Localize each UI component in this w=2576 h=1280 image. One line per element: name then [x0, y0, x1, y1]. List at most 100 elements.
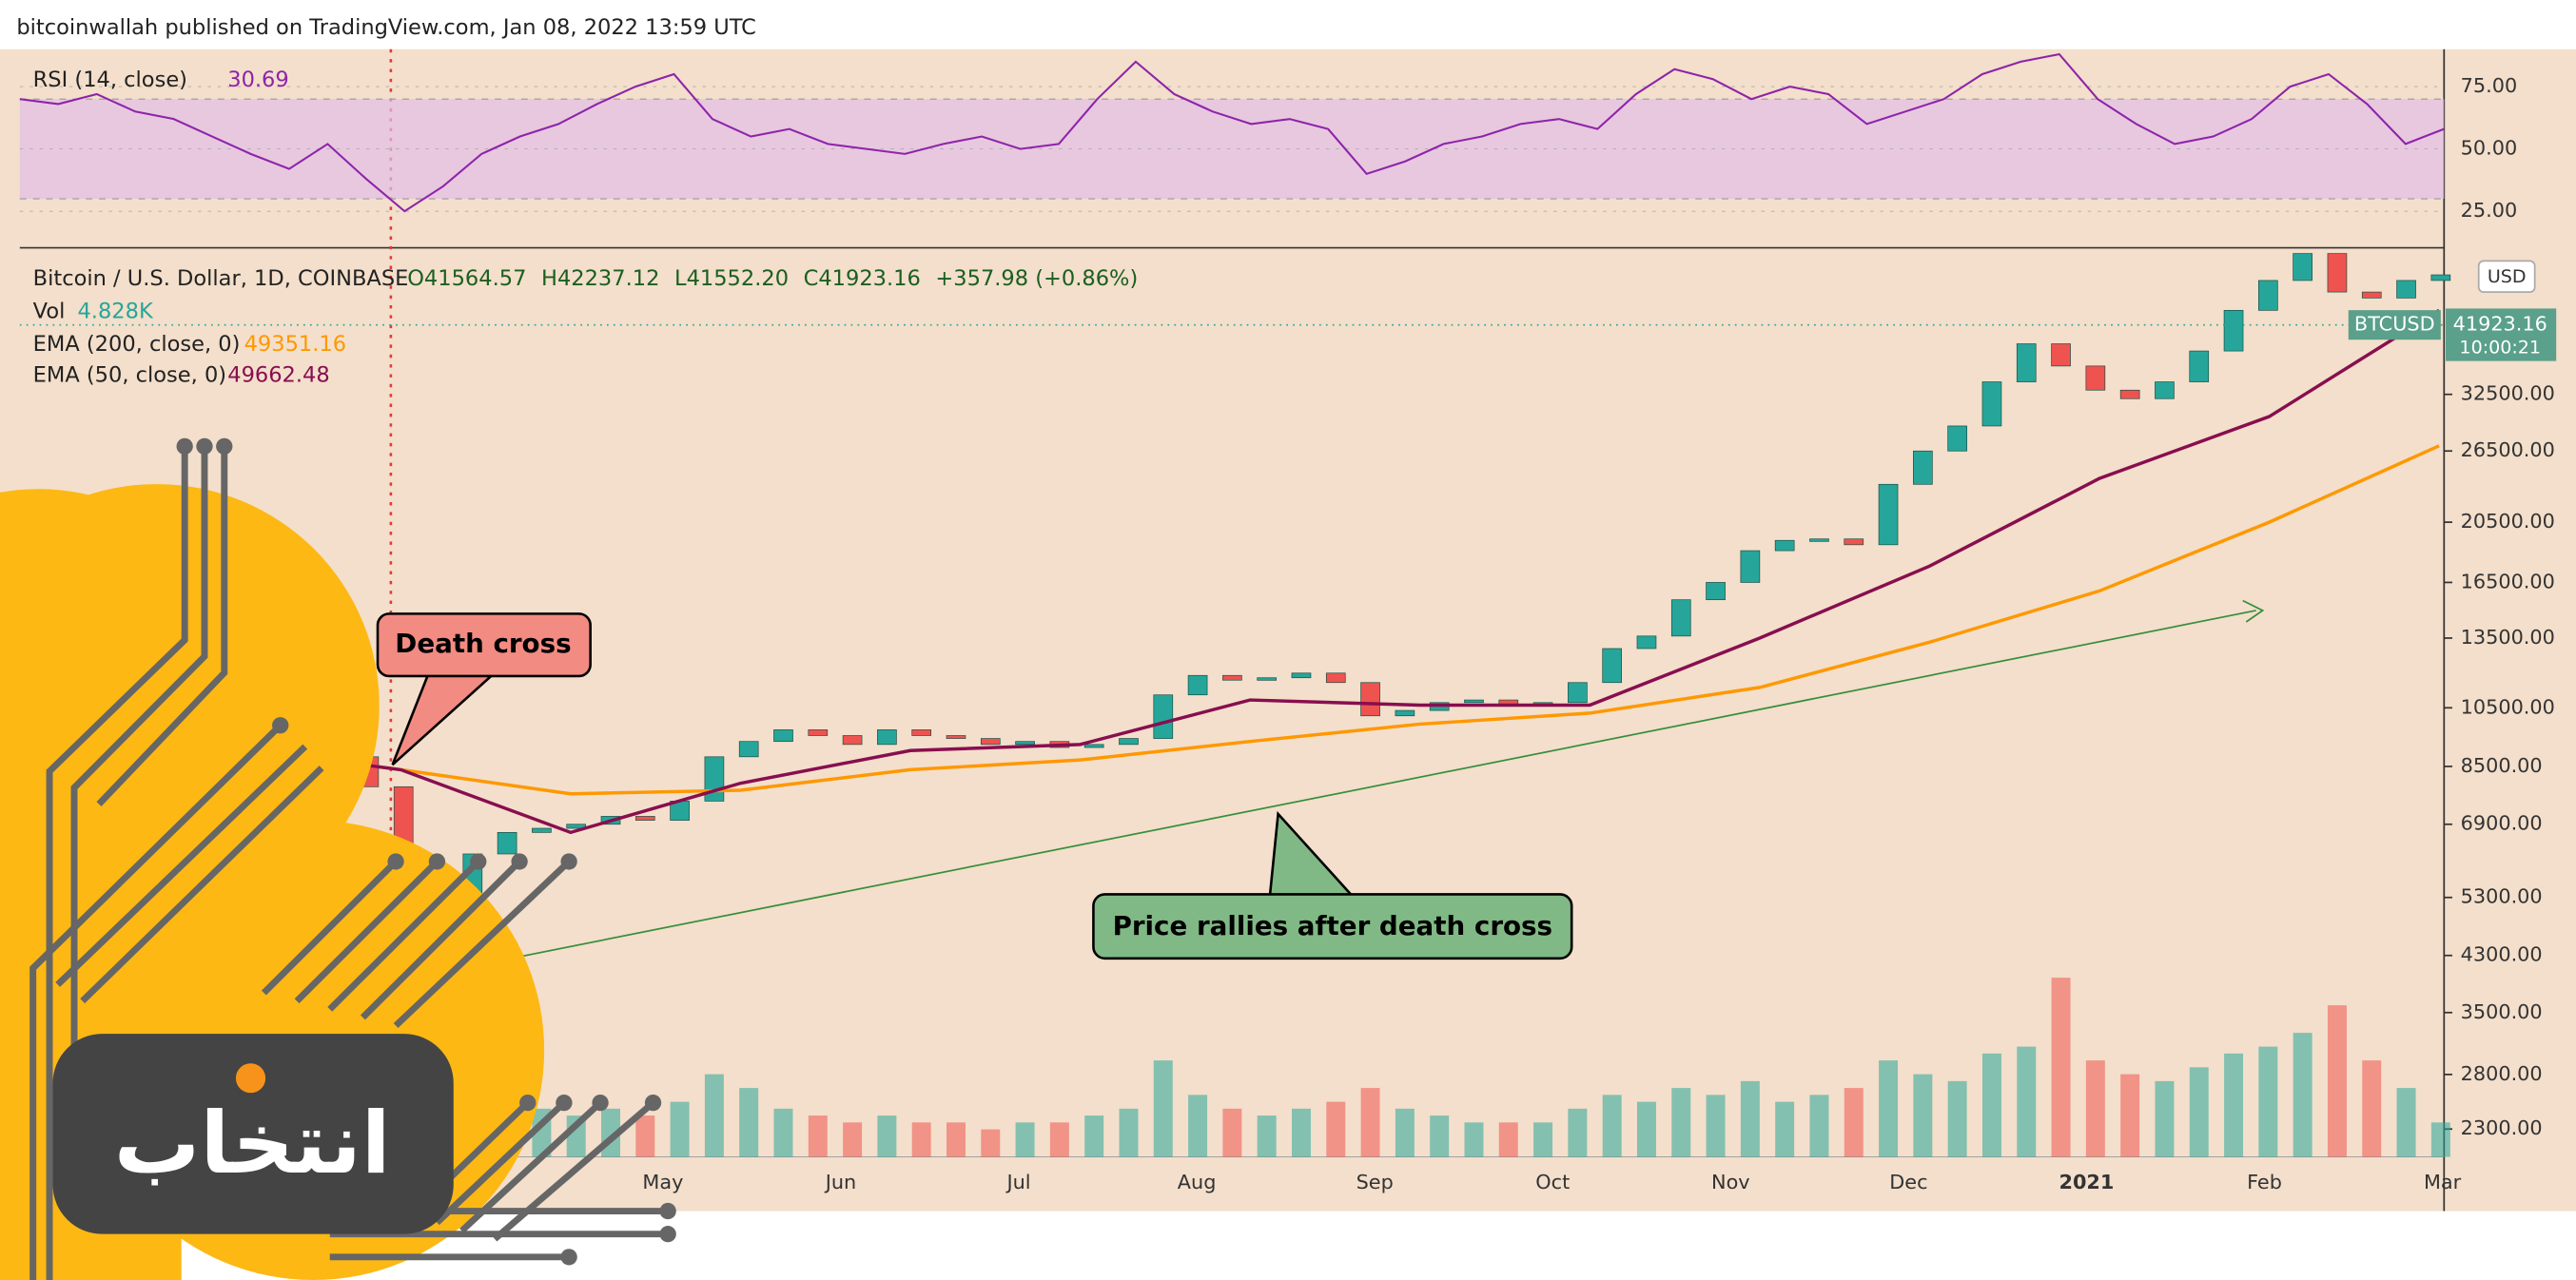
x-tick-label: Mar: [2424, 1171, 2462, 1193]
price-body: [2361, 291, 2382, 299]
volume-bar: [1498, 1122, 1518, 1157]
price-body: [1913, 450, 1933, 485]
y-tick-label: 8500.00: [2461, 754, 2543, 777]
volume-bar: [1533, 1122, 1553, 1157]
x-tick-label: Aug: [1178, 1171, 1217, 1193]
volume-bar: [1084, 1115, 1104, 1157]
last-price: 41923.16: [2453, 313, 2547, 336]
volume-bar: [1775, 1101, 1795, 1157]
volume-bar: [1706, 1095, 1726, 1157]
x-tick-label: May: [642, 1171, 683, 1193]
price-body: [1636, 635, 1657, 650]
price-body: [1360, 682, 1380, 717]
volume-bar: [2224, 1053, 2244, 1157]
volume-bar: [843, 1122, 863, 1157]
volume-bar: [1395, 1108, 1415, 1157]
price-body: [1670, 599, 1691, 637]
volume-bar: [981, 1129, 1001, 1157]
price-body: [1187, 674, 1208, 696]
price-body: [2189, 350, 2210, 382]
symbol-title: Bitcoin / U.S. Dollar, 1D, COINBASE: [33, 266, 409, 291]
ohlc-value: +357.98 (+0.86%): [935, 266, 1138, 291]
price-body: [1774, 539, 1795, 552]
symbol-label: BTCUSD: [2354, 313, 2435, 336]
volume-bar: [1049, 1122, 1069, 1157]
volume-bar: [670, 1101, 690, 1157]
x-tick-label: Feb: [2247, 1171, 2282, 1193]
price-body: [2051, 343, 2071, 367]
price-body: [2085, 365, 2106, 391]
volume-bar: [2293, 1033, 2313, 1157]
price-body: [1291, 672, 1312, 679]
volume-bar: [2120, 1074, 2140, 1157]
currency-label[interactable]: USD: [2488, 266, 2527, 287]
volume-bar: [739, 1088, 759, 1157]
volume-bar: [1188, 1095, 1208, 1157]
volume-bar: [2327, 1005, 2347, 1157]
y-tick-label: 26500.00: [2461, 438, 2555, 461]
volume-bar: [2189, 1067, 2209, 1157]
volume-bar: [2017, 1046, 2037, 1157]
watermark-text: انتخاب: [114, 1095, 391, 1193]
price-body: [1153, 694, 1174, 739]
price-body: [1222, 674, 1242, 681]
volume-bar: [635, 1115, 655, 1157]
x-tick-label: Dec: [1889, 1171, 1927, 1193]
price-body: [2258, 280, 2278, 311]
price-body: [980, 738, 1001, 746]
volume-bar: [946, 1122, 966, 1157]
volume-bar: [2155, 1080, 2175, 1157]
x-tick-label: Oct: [1535, 1171, 1570, 1193]
volume-bar: [1291, 1108, 1311, 1157]
watermark-logo: انتخاب: [0, 437, 676, 1280]
price-body: [1602, 648, 1622, 684]
price-body: [497, 832, 517, 855]
currency-button[interactable]: [2477, 260, 2536, 294]
x-tick-label: Jun: [824, 1171, 857, 1193]
y-tick-label: 10500.00: [2461, 695, 2555, 718]
rsi-line: [19, 52, 2445, 213]
volume-bar: [1430, 1115, 1450, 1157]
price-body: [2016, 343, 2037, 382]
y-tick-label: 5300.00: [2461, 885, 2543, 908]
price-body: [2119, 389, 2140, 399]
price-body: [2327, 253, 2348, 293]
y-tick-label: 6900.00: [2461, 812, 2543, 835]
legend-entry: EMA (200, close, 0): [33, 332, 241, 357]
ohlc-value: O41564.57: [407, 266, 526, 291]
volume-bar: [1636, 1101, 1656, 1157]
price-body: [808, 729, 829, 736]
volume-bar: [1568, 1108, 1588, 1157]
ohlc-value: H42237.12: [541, 266, 659, 291]
price-body: [1706, 582, 1726, 601]
price-body: [2396, 280, 2416, 299]
countdown: 10:00:21: [2459, 337, 2541, 358]
volume-bar: [1222, 1108, 1242, 1157]
price-body: [1083, 744, 1104, 748]
price-body: [1809, 538, 1829, 542]
callout: [376, 612, 592, 678]
rsi-value: 30.69: [227, 68, 288, 92]
price-body: [1015, 741, 1035, 746]
y-tick-label: 3500.00: [2461, 1000, 2543, 1023]
price-body: [911, 729, 932, 736]
price-body: [704, 756, 725, 802]
ohlc-value: L41552.20: [674, 266, 789, 291]
price-body: [634, 816, 655, 821]
volume-bar: [911, 1122, 931, 1157]
arrow-head: [2242, 599, 2265, 623]
price-body: [738, 741, 759, 758]
y-tick-label: 4300.00: [2461, 943, 2543, 966]
rsi-title: RSI (14, close): [33, 68, 187, 92]
price-body: [2430, 274, 2451, 281]
x-tick-label: Sep: [1356, 1171, 1394, 1193]
price-body: [2155, 381, 2175, 399]
price-body: [1119, 738, 1139, 746]
price-body: [1981, 381, 2002, 427]
volume-bar: [1464, 1122, 1484, 1157]
price-body: [1740, 550, 1761, 583]
volume-bar: [1015, 1122, 1035, 1157]
volume-bar: [1740, 1080, 1760, 1157]
